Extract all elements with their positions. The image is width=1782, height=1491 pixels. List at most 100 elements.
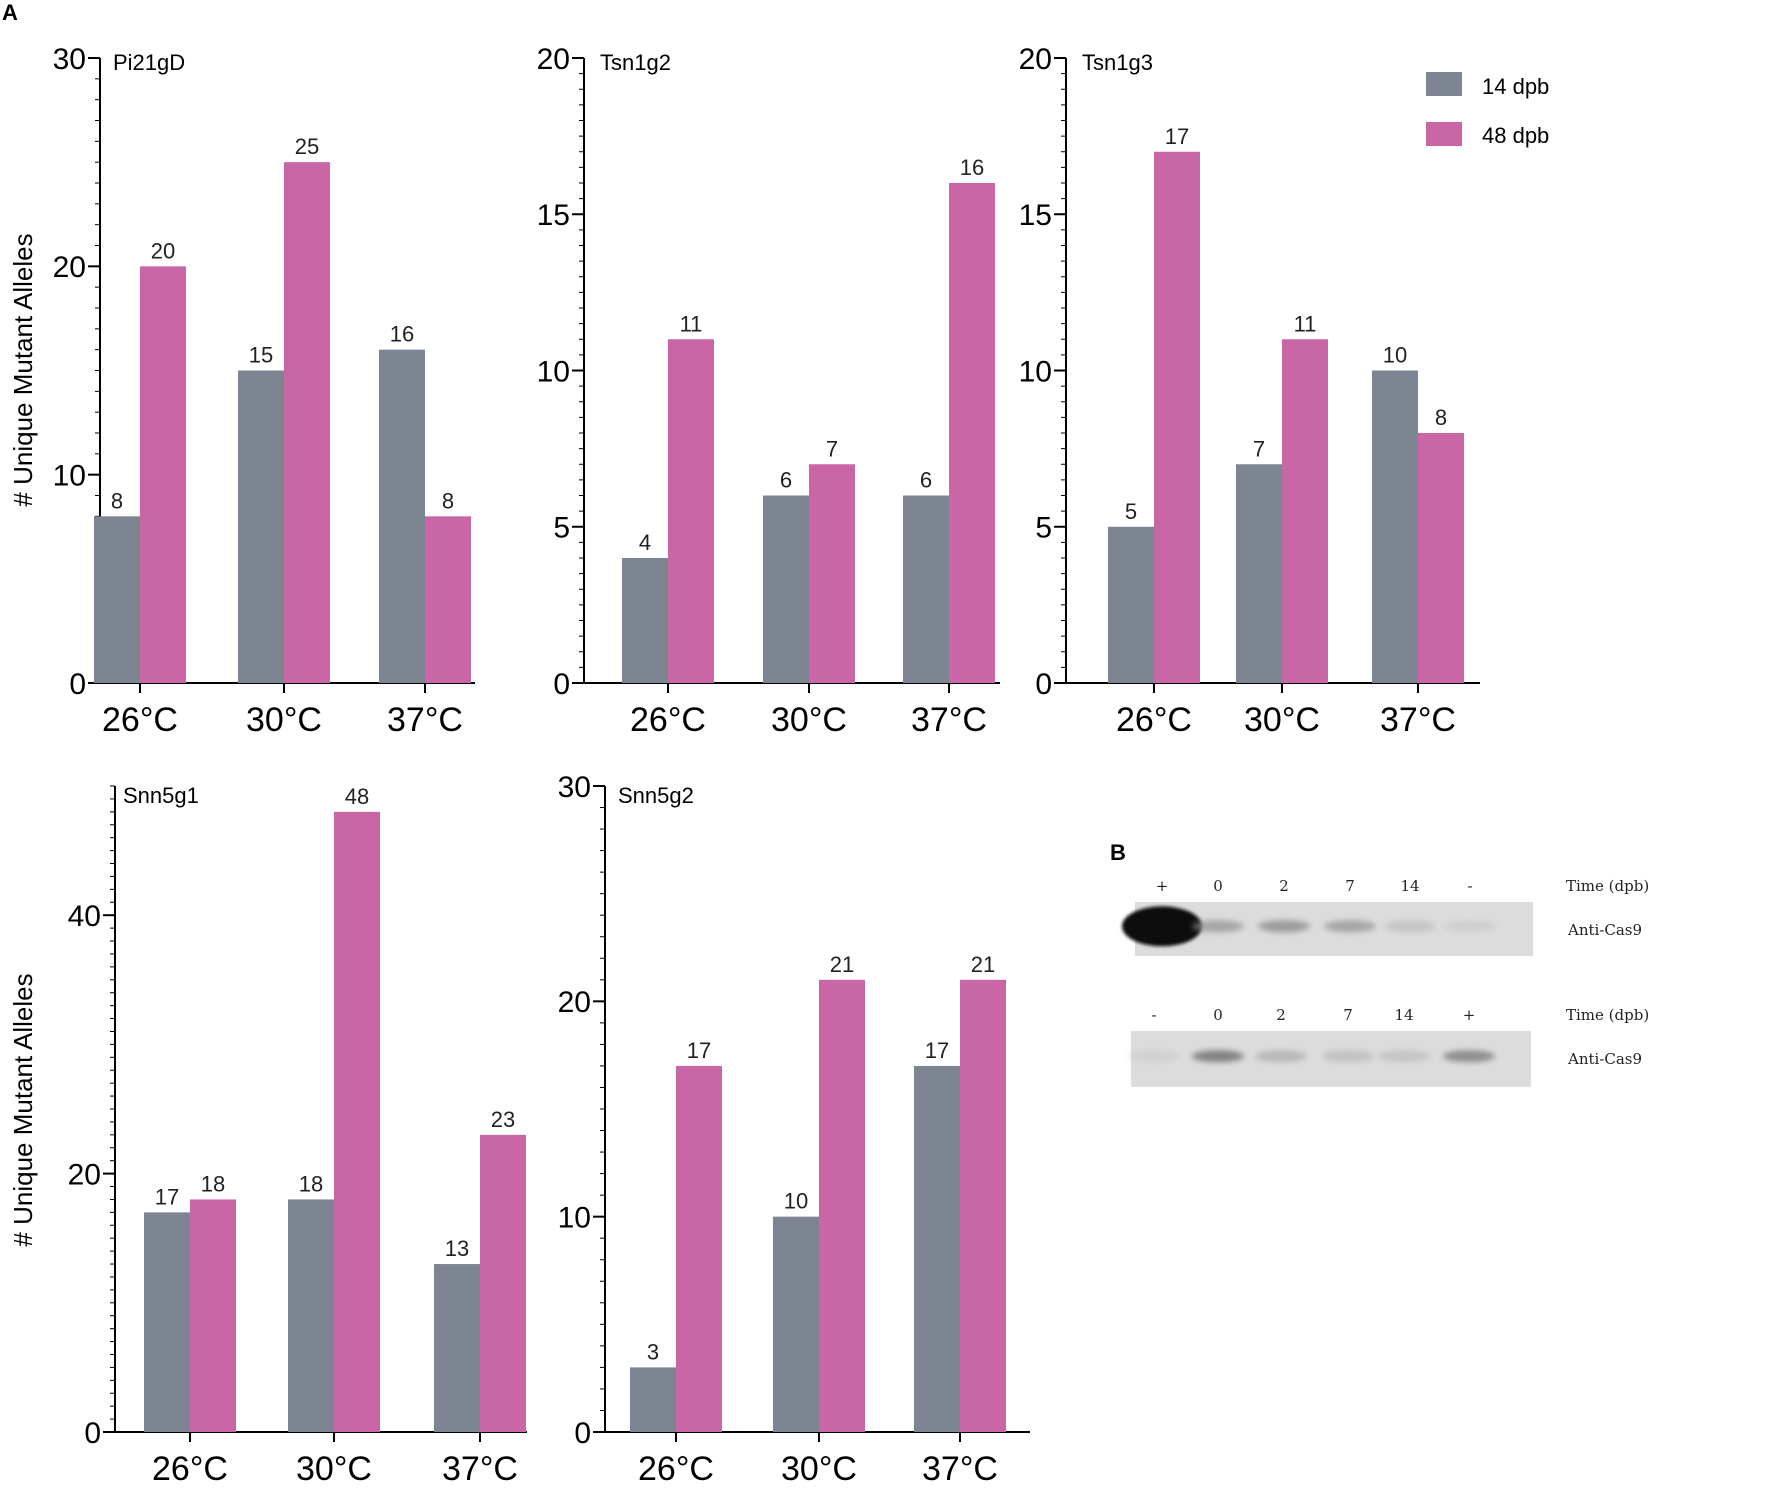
blot-band [1258, 920, 1310, 933]
bar-14dpb-26°C [630, 1367, 676, 1432]
y-tick-label: 5 [1035, 512, 1052, 545]
blot-row-2: - 0 2 7 14 + Time (dpb) Anti-Cas9 [1128, 1006, 1649, 1087]
data-label: 7 [826, 436, 838, 461]
data-label: 3 [647, 1339, 659, 1364]
x-tick-label: 26°C [630, 701, 706, 739]
lane-label: - [1151, 1006, 1156, 1024]
data-label: 8 [442, 488, 454, 513]
bar-14dpb-30°C [238, 370, 284, 683]
x-tick-label: 30°C [781, 1450, 857, 1488]
legend-label-48dpb: 48 dpb [1482, 123, 1549, 148]
x-tick-label: 30°C [296, 1450, 372, 1488]
x-tick-label: 30°C [1244, 701, 1320, 739]
blot-band [1324, 920, 1376, 933]
y-tick-label: 0 [553, 668, 570, 701]
y-tick-label: 10 [537, 355, 570, 388]
y-tick-label: 20 [68, 1158, 101, 1191]
lane-label: 7 [1345, 877, 1355, 895]
bar-48dpb-30°C [284, 162, 330, 683]
y-tick-label: 5 [553, 512, 570, 545]
bar-14dpb-30°C [763, 495, 809, 683]
blot-band [1192, 1050, 1244, 1063]
blot-band [1384, 920, 1436, 933]
legend: 14 dpb 48 dpb [1426, 72, 1549, 148]
bar-48dpb-26°C [676, 1065, 722, 1432]
y-tick-label: 40 [68, 900, 101, 933]
bar-48dpb-26°C [140, 266, 186, 683]
lane-label: 14 [1400, 877, 1419, 895]
chart-Snn5g2: 0 10 20 30 Snn5g2 3 17 26°C 10 21 30°C 17 21 37°C [558, 771, 1030, 1488]
y-tick-label: 10 [53, 459, 86, 492]
lane-label: 0 [1213, 877, 1223, 895]
y-tick-label: 0 [69, 668, 86, 701]
y-tick-label: 0 [1035, 668, 1052, 701]
western-blot: +0 2 7 14 - Time (dpb) Anti-Cas9 - 0 2 7 14 + Time (d… [1122, 877, 1649, 1087]
chart-Tsn1g3: 0 5 10 15 20 Tsn1g3 5 17 26°C 7 11 30°C 10 8 37°C [1019, 43, 1480, 739]
blot-band [1192, 920, 1244, 933]
chart-Pi21gD: 0 10 20 30 Pi21gD 8 20 26°C 15 25 30°C 16 8 37°C # Uni… [8, 43, 475, 739]
bar-14dpb-26°C [622, 558, 668, 683]
lane-label: 14 [1394, 1006, 1413, 1024]
data-label: 15 [249, 343, 273, 368]
y-tick-label: 15 [1019, 199, 1052, 232]
data-label: 48 [345, 784, 369, 809]
data-label: 6 [920, 468, 932, 493]
time-label: Time (dpb) [1566, 1006, 1649, 1024]
x-tick-label: 26°C [1116, 701, 1192, 739]
bar-48dpb-37°C [960, 979, 1006, 1432]
data-label: 17 [687, 1038, 711, 1063]
bar-14dpb-37°C [434, 1264, 480, 1432]
legend-swatch-48dpb [1426, 122, 1462, 146]
bar-48dpb-37°C [425, 516, 471, 683]
y-tick-label: 20 [53, 251, 86, 284]
chart-Snn5g1: 0 20 40 Snn5g1 17 18 26°C 18 48 30°C 13 23 37°C # Uni… [8, 783, 527, 1488]
chart-title: Tsn1g2 [600, 50, 671, 75]
data-label: 7 [1253, 436, 1265, 461]
bar-14dpb-30°C [773, 1216, 819, 1432]
x-tick-label: 37°C [442, 1450, 518, 1488]
bar-48dpb-30°C [334, 811, 380, 1432]
bar-14dpb-30°C [288, 1199, 334, 1432]
data-label: 16 [390, 322, 414, 347]
blot-band [1443, 1050, 1495, 1063]
chart-title: Snn5g1 [123, 783, 199, 808]
y-tick-label: 10 [1019, 355, 1052, 388]
x-tick-label: 30°C [771, 701, 847, 739]
data-label: 17 [925, 1038, 949, 1063]
x-tick-label: 37°C [387, 701, 463, 739]
bar-14dpb-26°C [94, 516, 140, 683]
y-tick-label: 20 [537, 43, 570, 76]
data-label: 6 [780, 468, 792, 493]
y-tick-label: 0 [574, 1417, 591, 1450]
y-tick-label: 30 [53, 43, 86, 76]
bar-48dpb-26°C [1154, 151, 1200, 683]
bar-14dpb-26°C [1108, 526, 1154, 683]
chart-Tsn1g2: 0 5 10 15 20 Tsn1g2 4 11 26°C 6 7 30°C 6 16 37°C [537, 43, 1000, 739]
blot-row-1: +0 2 7 14 - Time (dpb) Anti-Cas9 [1122, 877, 1649, 956]
panel-a-label: A [2, 0, 18, 25]
data-label: 10 [1383, 343, 1407, 368]
data-label: 8 [1435, 405, 1447, 430]
blot-band [1128, 1050, 1180, 1063]
antibody-label: Anti-Cas9 [1567, 1050, 1642, 1068]
y-tick-label: 20 [558, 986, 591, 1019]
bar-48dpb-30°C [809, 464, 855, 683]
chart-title: Tsn1g3 [1082, 50, 1153, 75]
bar-48dpb-30°C [819, 979, 865, 1432]
data-label: 20 [151, 238, 175, 263]
bar-14dpb-37°C [1372, 370, 1418, 683]
data-label: 21 [830, 952, 854, 977]
lane-label: 2 [1279, 877, 1289, 895]
legend-label-14dpb: 14 dpb [1482, 74, 1549, 99]
lane-label: 7 [1343, 1006, 1353, 1024]
y-tick-label: 0 [84, 1417, 101, 1450]
data-label: 23 [491, 1107, 515, 1132]
y-axis-title: # Unique Mutant Alleles [8, 973, 38, 1246]
data-label: 18 [299, 1171, 323, 1196]
antibody-label: Anti-Cas9 [1567, 921, 1642, 939]
blot-band [1444, 920, 1496, 933]
data-label: 13 [445, 1236, 469, 1261]
y-tick-label: 10 [558, 1201, 591, 1234]
y-tick-label: 30 [558, 771, 591, 804]
